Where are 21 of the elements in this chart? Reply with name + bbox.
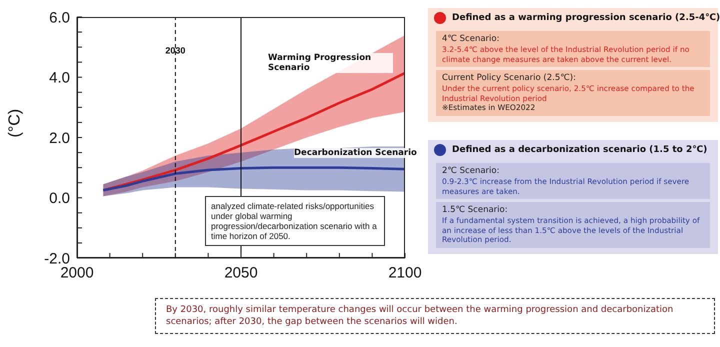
y-tick-label: 6.0 <box>49 9 70 26</box>
line-series <box>102 166 405 192</box>
y-tick-label: 4.0 <box>49 70 70 87</box>
text: By 2030, roughly similar temperature changes will occur between the warming progression and decarbonization scenarios; after 2030, the gap between the scenarios will widen. <box>155 298 715 334</box>
text: 1.5℃ Scenario: <box>442 205 509 216</box>
text: Defined as a decarbonization scenario (1.5 to 2℃) <box>452 145 708 155</box>
ref-line-label: 2030 <box>165 45 186 56</box>
y-axis-title: (°C) <box>6 108 24 138</box>
series-label: Warming Progression Scenario <box>268 53 393 73</box>
x-tick-label: 2100 <box>388 264 422 282</box>
y-tick-label: -2.0 <box>44 250 70 268</box>
x-tick-label: 2000 <box>60 264 94 282</box>
text: 2℃ Scenario: <box>442 166 500 177</box>
text: Defined as a warming progression scenario (2.5-4℃) <box>452 13 720 23</box>
y-tick-label: 2.0 <box>49 130 70 147</box>
text: 4℃ Scenario: <box>442 34 500 45</box>
y-tick-label: 0.0 <box>49 190 70 208</box>
text: Current Policy Scenario (2.5℃): <box>442 73 577 84</box>
x-tick-label: 2050 <box>224 264 258 282</box>
annotation: analyzed climate-related risks/opportunities under global warming progression/decarbonization scenario with a time horizon of 2050. <box>205 196 385 246</box>
legend-label: Decarbonization Scenario <box>294 148 419 158</box>
